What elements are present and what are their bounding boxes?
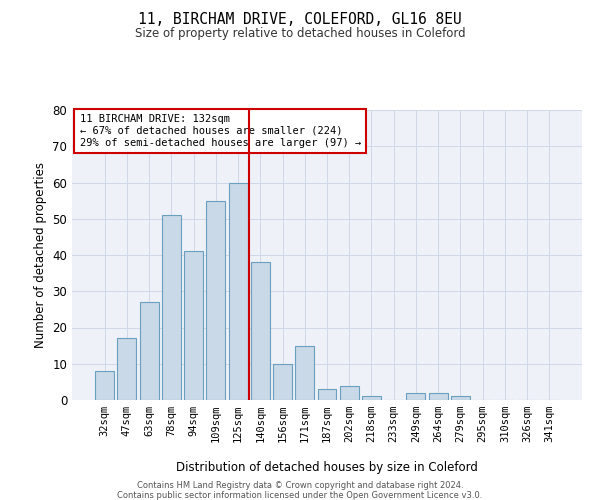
Text: Size of property relative to detached houses in Coleford: Size of property relative to detached ho… [134,28,466,40]
Text: Contains HM Land Registry data © Crown copyright and database right 2024.: Contains HM Land Registry data © Crown c… [137,482,463,490]
Bar [295,346,314,400]
Bar [317,389,337,400]
Bar [340,386,359,400]
Bar [184,252,203,400]
Bar [206,200,225,400]
Bar [406,393,425,400]
Bar [162,215,181,400]
Bar [118,338,136,400]
Bar [273,364,292,400]
Text: 11, BIRCHAM DRIVE, COLEFORD, GL16 8EU: 11, BIRCHAM DRIVE, COLEFORD, GL16 8EU [138,12,462,28]
Bar [362,396,381,400]
Bar [229,182,248,400]
Text: 11 BIRCHAM DRIVE: 132sqm
← 67% of detached houses are smaller (224)
29% of semi-: 11 BIRCHAM DRIVE: 132sqm ← 67% of detach… [80,114,361,148]
Bar [95,371,114,400]
Y-axis label: Number of detached properties: Number of detached properties [34,162,47,348]
Bar [251,262,270,400]
Bar [140,302,158,400]
Bar [429,393,448,400]
Text: Contains public sector information licensed under the Open Government Licence v3: Contains public sector information licen… [118,490,482,500]
Text: Distribution of detached houses by size in Coleford: Distribution of detached houses by size … [176,461,478,474]
Bar [451,396,470,400]
